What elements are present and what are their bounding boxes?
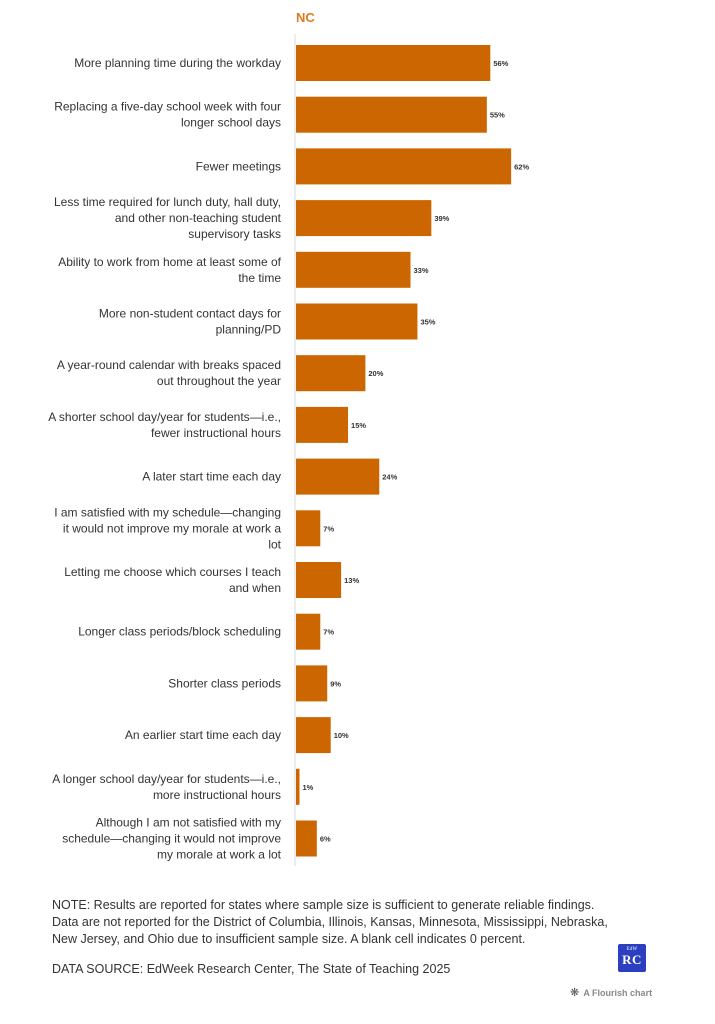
category-label-line: more instructional hours (153, 788, 281, 802)
bar (296, 665, 328, 702)
data-label: 20% (368, 369, 383, 378)
category-label: Ability to work from home at least some … (58, 255, 281, 285)
category-label: A year-round calendar with breaks spaced… (57, 358, 281, 388)
category-label: Longer class periods/block scheduling (78, 625, 281, 639)
logo-top-text: EdW (626, 947, 638, 952)
category-label: An earlier start time each day (125, 728, 281, 742)
category-label: Less time required for lunch duty, hall … (54, 195, 282, 241)
category-label-line: A longer school day/year for students—i.… (52, 772, 281, 786)
category-label-line: it would not improve my morale at work a (63, 521, 281, 535)
flourish-credit-text: A Flourish chart (583, 988, 653, 998)
category-label-line: out throughout the year (157, 374, 281, 388)
bar (296, 768, 300, 805)
data-label: 1% (302, 783, 313, 792)
category-label: Replacing a five-day school week with fo… (54, 100, 281, 130)
category-label-line: lot (268, 537, 281, 551)
category-label-line: Longer class periods/block scheduling (78, 625, 281, 639)
edweek-rc-logo[interactable]: EdW RC (618, 944, 646, 972)
category-label-line: Letting me choose which courses I teach (64, 565, 281, 579)
category-label: Fewer meetings (196, 159, 281, 173)
category-label: Although I am not satisfied with my sched… (62, 816, 281, 862)
category-label-line: An earlier start time each day (125, 728, 281, 742)
category-label: More planning time during the workday (74, 56, 281, 70)
category-label-line: Fewer meetings (196, 159, 281, 173)
bar (296, 148, 512, 185)
category-label-line: A later start time each day (142, 470, 281, 484)
data-label: 13% (344, 576, 359, 585)
bar (296, 613, 321, 650)
category-label-line: the time (238, 271, 281, 285)
category-label-line: supervisory tasks (188, 227, 281, 241)
data-label: 6% (320, 835, 331, 844)
data-label: 7% (323, 628, 334, 637)
category-label: I am satisfied with my schedule—changing… (54, 505, 281, 551)
data-label: 55% (490, 111, 505, 120)
data-label: 24% (382, 473, 397, 482)
chart-title: NC (296, 10, 315, 25)
bar (296, 251, 411, 288)
data-label: 62% (514, 162, 529, 171)
category-label-line: More non-student contact days for (99, 307, 281, 321)
category-label-line: my morale at work a lot (157, 848, 282, 862)
category-label-line: Although I am not satisfied with my (96, 816, 281, 830)
data-source: DATA SOURCE: EdWeek Research Center, The… (52, 962, 451, 976)
bar (296, 406, 349, 443)
category-label-line: I am satisfied with my schedule—changing (54, 505, 281, 519)
data-label: 15% (351, 421, 366, 430)
category-label-line: Replacing a five-day school week with fo… (54, 100, 281, 114)
category-label: Letting me choose which courses I teach a… (64, 565, 281, 595)
category-label-line: schedule—changing it would not improve (62, 832, 281, 846)
category-label: More non-student contact days for plannin… (99, 307, 281, 337)
bar (296, 355, 366, 392)
bar (296, 510, 321, 547)
bar (296, 717, 331, 754)
category-label-line: planning/PD (216, 323, 282, 337)
flourish-credit[interactable]: ❋ A Flourish chart (570, 986, 652, 999)
category-label-line: and other non-teaching student (115, 211, 282, 225)
category-label-line: A shorter school day/year for students—i… (48, 410, 281, 424)
bar (296, 96, 487, 133)
category-label: A longer school day/year for students—i.… (52, 772, 281, 802)
category-label-line: Ability to work from home at least some … (58, 255, 281, 269)
bar (296, 200, 432, 237)
bar (296, 303, 418, 340)
category-label-line: A year-round calendar with breaks spaced (57, 358, 281, 372)
data-label: 33% (414, 266, 429, 275)
data-label: 9% (330, 679, 341, 688)
bar (296, 458, 380, 495)
bar (296, 45, 491, 81)
data-label: 39% (434, 214, 449, 223)
data-label: 56% (493, 59, 508, 68)
category-label-line: longer school days (181, 116, 281, 130)
footnote: NOTE: Results are reported for states wh… (52, 898, 608, 946)
bar-chart: NC 56% More planning time during the workd… (48, 10, 529, 866)
bar (296, 562, 342, 598)
flourish-star-icon: ❋ (570, 987, 580, 999)
category-label-line: fewer instructional hours (151, 426, 281, 440)
category-label-line: and when (229, 581, 281, 595)
category-label: A shorter school day/year for students—i… (48, 410, 281, 440)
logo-main-text: RC (622, 952, 642, 967)
category-label-line: More planning time during the workday (74, 56, 281, 70)
category-label-line: Less time required for lunch duty, hall … (54, 195, 281, 209)
category-label: A later start time each day (142, 470, 281, 484)
data-label: 7% (323, 524, 334, 533)
category-label: Shorter class periods (168, 676, 281, 690)
category-label-line: Shorter class periods (168, 676, 281, 690)
data-label: 35% (420, 318, 435, 327)
data-label: 10% (334, 731, 349, 740)
bar (296, 820, 317, 857)
